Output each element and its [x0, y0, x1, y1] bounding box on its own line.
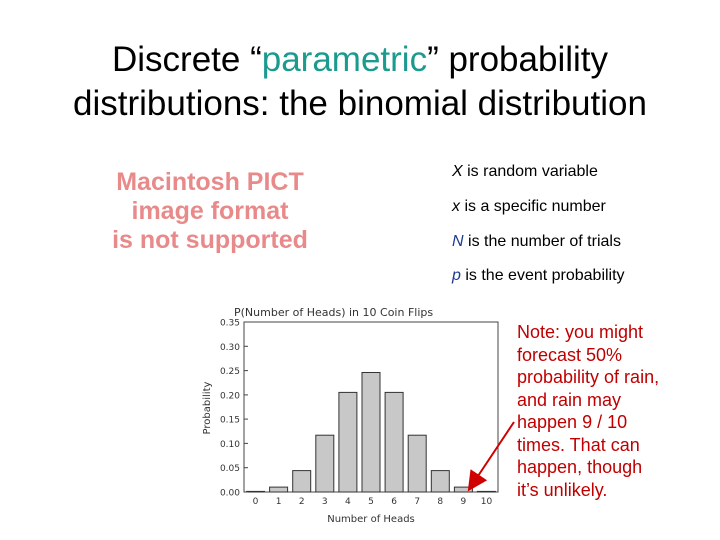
title-text-post: ” probability: [427, 40, 608, 79]
definition-text: is random variable: [462, 163, 598, 180]
definition-text: is the event probability: [460, 267, 625, 284]
bar-10: [476, 490, 496, 493]
unsupported-image-placeholder: Macintosh PICT image format is not suppo…: [86, 168, 334, 255]
y-tick-label: 0.25: [220, 367, 240, 377]
placeholder-line-1: Macintosh PICT: [116, 168, 304, 196]
chart-title: P(Number of Heads) in 10 Coin Flips: [234, 306, 433, 319]
x-axis-label: Number of Heads: [327, 514, 415, 525]
x-tick-label: 2: [299, 497, 305, 507]
y-tick-group: 0.00 0.05 0.10 0.15 0.20 0.25 0.30 0.35: [220, 319, 248, 499]
bar-1: [269, 486, 289, 493]
x-tick-label: 5: [368, 497, 374, 507]
definition-number-of-trials: N is the number of trials: [452, 232, 621, 252]
y-axis-label: Probability: [202, 381, 213, 434]
note-line-7: happen, though: [517, 457, 643, 477]
note-line-4: and rain may: [517, 389, 622, 410]
x-tick-label: 8: [437, 497, 443, 507]
x-tick-label: 0: [253, 497, 259, 507]
note-line-2: forecast 50%: [517, 344, 623, 365]
y-tick-label: 0.20: [220, 391, 240, 401]
x-tick-label: 3: [322, 497, 328, 507]
definition-specific-number: x is a specific number: [452, 197, 606, 217]
definition-text: is the number of trials: [463, 233, 621, 250]
y-tick-label: 0.00: [220, 489, 240, 499]
y-tick-label: 0.15: [220, 416, 240, 426]
placeholder-line-3: is not supported: [112, 226, 308, 254]
note-line-5: happen 9 / 10: [517, 412, 628, 432]
y-tick-label: 0.35: [220, 319, 240, 329]
definition-event-probability: p is the event probability: [452, 266, 625, 286]
bar-5: [361, 372, 381, 493]
variable-symbol: p: [452, 267, 461, 284]
bar-4: [338, 391, 358, 493]
x-tick-label: 9: [461, 497, 467, 507]
x-tick-label: 10: [481, 497, 493, 507]
note-line-1: Note: you might: [517, 322, 644, 342]
x-tick-label: 4: [345, 497, 351, 507]
variable-symbol: X: [452, 163, 463, 180]
x-tick-label: 1: [276, 497, 282, 507]
bar-2: [292, 470, 312, 493]
x-tick-label: 6: [391, 497, 397, 507]
variable-symbol: x: [452, 198, 460, 215]
title-accent-word: parametric: [261, 40, 428, 79]
y-tick-label: 0.10: [220, 440, 240, 450]
y-tick-label: 0.05: [220, 464, 240, 474]
note-line-8: it’s unlikely.: [517, 479, 608, 500]
arrow-icon: [467, 421, 515, 492]
bar-group: [246, 372, 496, 493]
bar-8: [430, 470, 450, 493]
binomial-bar-chart: P(Number of Heads) in 10 Coin Flips Prob…: [202, 306, 499, 525]
y-tick-label: 0.30: [220, 343, 240, 353]
bar-3: [315, 434, 335, 493]
x-tick-label: 7: [414, 497, 420, 507]
placeholder-line-2: image format: [131, 197, 289, 225]
note-callout: Note: you might forecast 50% probability…: [517, 321, 717, 501]
title-line-1: Discrete “parametric” probability: [0, 38, 720, 82]
note-line-6: times. That can: [517, 434, 640, 455]
slide-title: Discrete “parametric” probability distri…: [0, 38, 720, 126]
bar-6: [384, 391, 404, 493]
title-line-2: distributions: the binomial distribution: [73, 84, 647, 123]
variable-symbol: N: [452, 233, 464, 250]
definition-text: is a specific number: [460, 198, 606, 215]
title-text-pre: Discrete “: [112, 40, 262, 79]
bar-7: [407, 434, 427, 493]
x-tick-group: 0 1 2 3 4 5 6 7 8 9 10: [253, 497, 493, 507]
definition-random-variable: X is random variable: [452, 162, 598, 182]
note-line-3: probability of rain,: [517, 367, 660, 387]
